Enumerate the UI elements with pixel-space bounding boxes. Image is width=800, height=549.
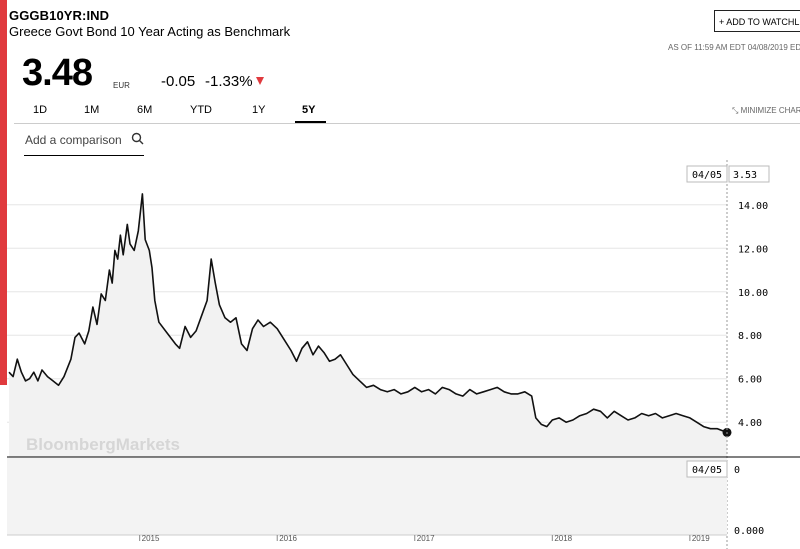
range-tab-ytd[interactable]: YTD bbox=[190, 104, 212, 116]
y-tick-label: 8.00 bbox=[738, 331, 762, 342]
comparison-input[interactable]: Add a comparison bbox=[25, 133, 122, 147]
volume-date-callout bbox=[686, 460, 728, 478]
down-arrow-icon bbox=[256, 77, 264, 85]
comparison-underline bbox=[24, 155, 144, 156]
x-tick-label: 2015 bbox=[142, 534, 160, 543]
range-tab-6m[interactable]: 6M bbox=[137, 104, 153, 116]
range-tab-1d[interactable]: 1D bbox=[33, 104, 48, 116]
price-line bbox=[8, 193, 728, 434]
x-axis-ticks: 2015 2016 2017 2018 2019 bbox=[139, 534, 710, 543]
range-tab-1y[interactable]: 1Y bbox=[252, 104, 266, 116]
price-currency: EUR bbox=[113, 81, 130, 90]
x-tick-label: 2018 bbox=[554, 534, 572, 543]
minimize-icon: ⤡ bbox=[732, 106, 741, 115]
volume-bottom-label: 0.000 bbox=[734, 526, 764, 537]
minimize-chart-button[interactable]: ⤡ MINIMIZE CHART bbox=[732, 106, 800, 116]
price-change-percent: -1.33% bbox=[205, 73, 253, 90]
volume-panel bbox=[7, 458, 727, 535]
minimize-chart-label: MINIMIZE CHART bbox=[740, 106, 800, 115]
as-of-timestamp: AS OF 11:59 AM EDT 04/08/2019 EDT bbox=[668, 43, 800, 52]
range-tab-selected-indicator bbox=[295, 121, 326, 123]
y-tick-label: 12.00 bbox=[738, 244, 768, 255]
date-callout-label: 04/05 bbox=[692, 170, 722, 181]
range-tab-5y[interactable]: 5Y bbox=[302, 104, 316, 116]
accent-bar bbox=[0, 0, 7, 385]
ticker-symbol: GGGB10YR:IND bbox=[9, 8, 110, 23]
price-change: -0.05 bbox=[161, 73, 196, 90]
y-tick-label: 14.00 bbox=[738, 201, 768, 212]
y-tick-label: 6.00 bbox=[738, 375, 762, 386]
price-callout bbox=[728, 165, 770, 183]
add-to-watchlist-button[interactable]: + ADD TO WATCHLIST bbox=[714, 10, 800, 32]
date-callout bbox=[686, 165, 728, 183]
volume-top-label: 0 bbox=[734, 465, 740, 476]
y-axis-ticks: 4.00 6.00 8.00 10.00 12.00 14.00 bbox=[738, 201, 768, 429]
security-name: Greece Govt Bond 10 Year Acting as Bench… bbox=[9, 24, 291, 39]
price-area-fill bbox=[9, 193, 727, 457]
tabs-divider bbox=[14, 123, 800, 124]
price-callout-label: 3.53 bbox=[733, 170, 757, 181]
last-price: 3.48 bbox=[22, 52, 93, 94]
search-icon[interactable] bbox=[130, 131, 146, 147]
price-chart[interactable]: BloombergMarkets 4.00 6.00 8.00 10.00 12.00 1… bbox=[0, 160, 800, 549]
x-tick-label: 2016 bbox=[279, 534, 297, 543]
y-tick-label: 4.00 bbox=[738, 418, 762, 429]
chart-watermark: BloombergMarkets bbox=[26, 435, 180, 454]
x-tick-label: 2019 bbox=[692, 534, 710, 543]
y-tick-label: 10.00 bbox=[738, 288, 768, 299]
x-tick-label: 2017 bbox=[417, 534, 435, 543]
volume-date-label: 04/05 bbox=[692, 465, 722, 476]
range-tab-1m[interactable]: 1M bbox=[84, 104, 100, 116]
